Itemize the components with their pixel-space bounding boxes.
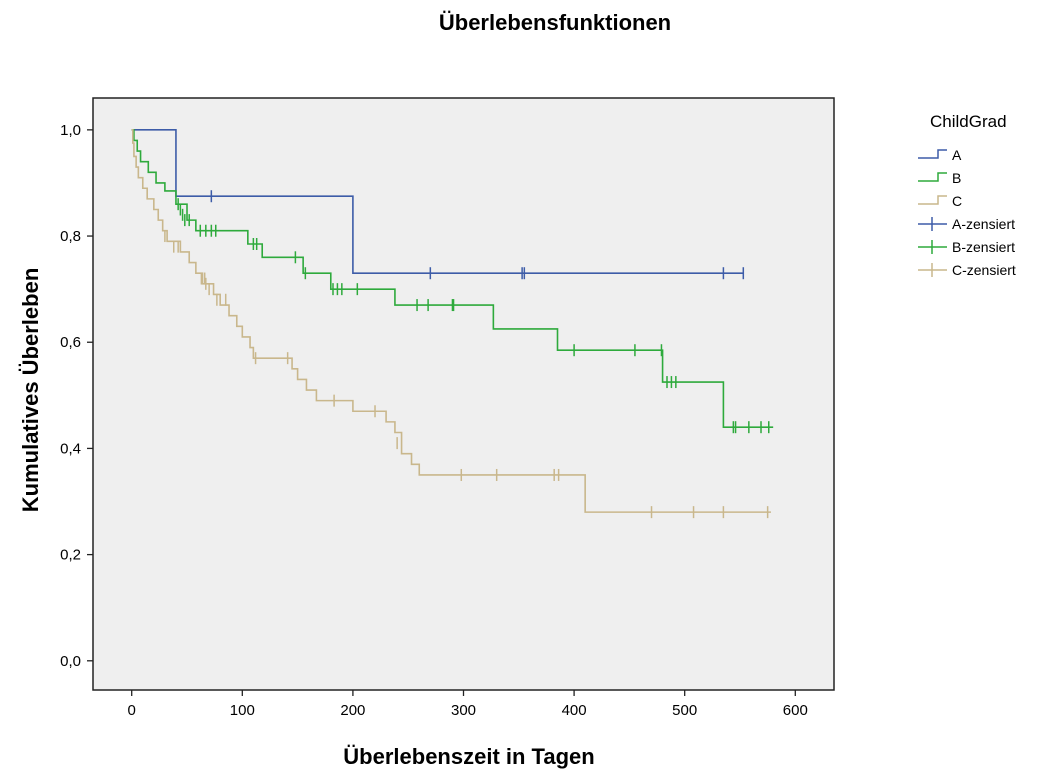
x-tick-label: 0 xyxy=(128,702,136,719)
x-tick-label: 600 xyxy=(783,702,808,719)
x-tick-label: 300 xyxy=(451,702,476,719)
legend-label-A: A xyxy=(952,147,962,163)
y-tick-label: 0,2 xyxy=(60,547,81,564)
legend-symbol-B xyxy=(918,172,947,182)
y-tick-label: 1,0 xyxy=(60,122,81,139)
y-axis: 0,0 0,2 0,4 0,6 0,8 1,0 xyxy=(60,122,93,670)
x-tick-label: 100 xyxy=(230,702,255,719)
legend-label-A-zensiert: A-zensiert xyxy=(952,216,1015,232)
x-tick-label: 200 xyxy=(340,702,365,719)
legend-label-C-zensiert: C-zensiert xyxy=(952,262,1016,278)
y-tick-label: 0,0 xyxy=(60,653,81,670)
chart-title: Überlebensfunktionen xyxy=(438,10,672,35)
y-tick-label: 0,6 xyxy=(60,334,81,351)
series-A-line xyxy=(131,129,744,275)
series-C-line xyxy=(131,129,771,513)
y-tick-label: 0,4 xyxy=(60,440,81,457)
x-tick-label: 500 xyxy=(672,702,697,719)
y-axis-title: Kumulatives Überleben xyxy=(18,268,43,513)
y-tick-label: 0,8 xyxy=(60,228,81,245)
x-axis-title: Überlebenszeit in Tagen xyxy=(343,744,594,769)
x-tick-label: 400 xyxy=(562,702,587,719)
series-B-line xyxy=(131,129,774,428)
series-layer xyxy=(131,129,774,519)
legend-label-B: B xyxy=(952,170,961,186)
legend-label-C: C xyxy=(952,193,962,209)
legend-symbol-A xyxy=(918,149,947,159)
legend-label-B-zensiert: B-zensiert xyxy=(952,239,1015,255)
legend-title: ChildGrad xyxy=(930,112,1007,131)
legend-symbol-C xyxy=(918,195,947,205)
legend: ChildGrad ABC A-zensiert B-zensiert C-zensi… xyxy=(918,112,1016,278)
x-axis: 0 100 200 300 400 500 600 xyxy=(128,690,808,719)
